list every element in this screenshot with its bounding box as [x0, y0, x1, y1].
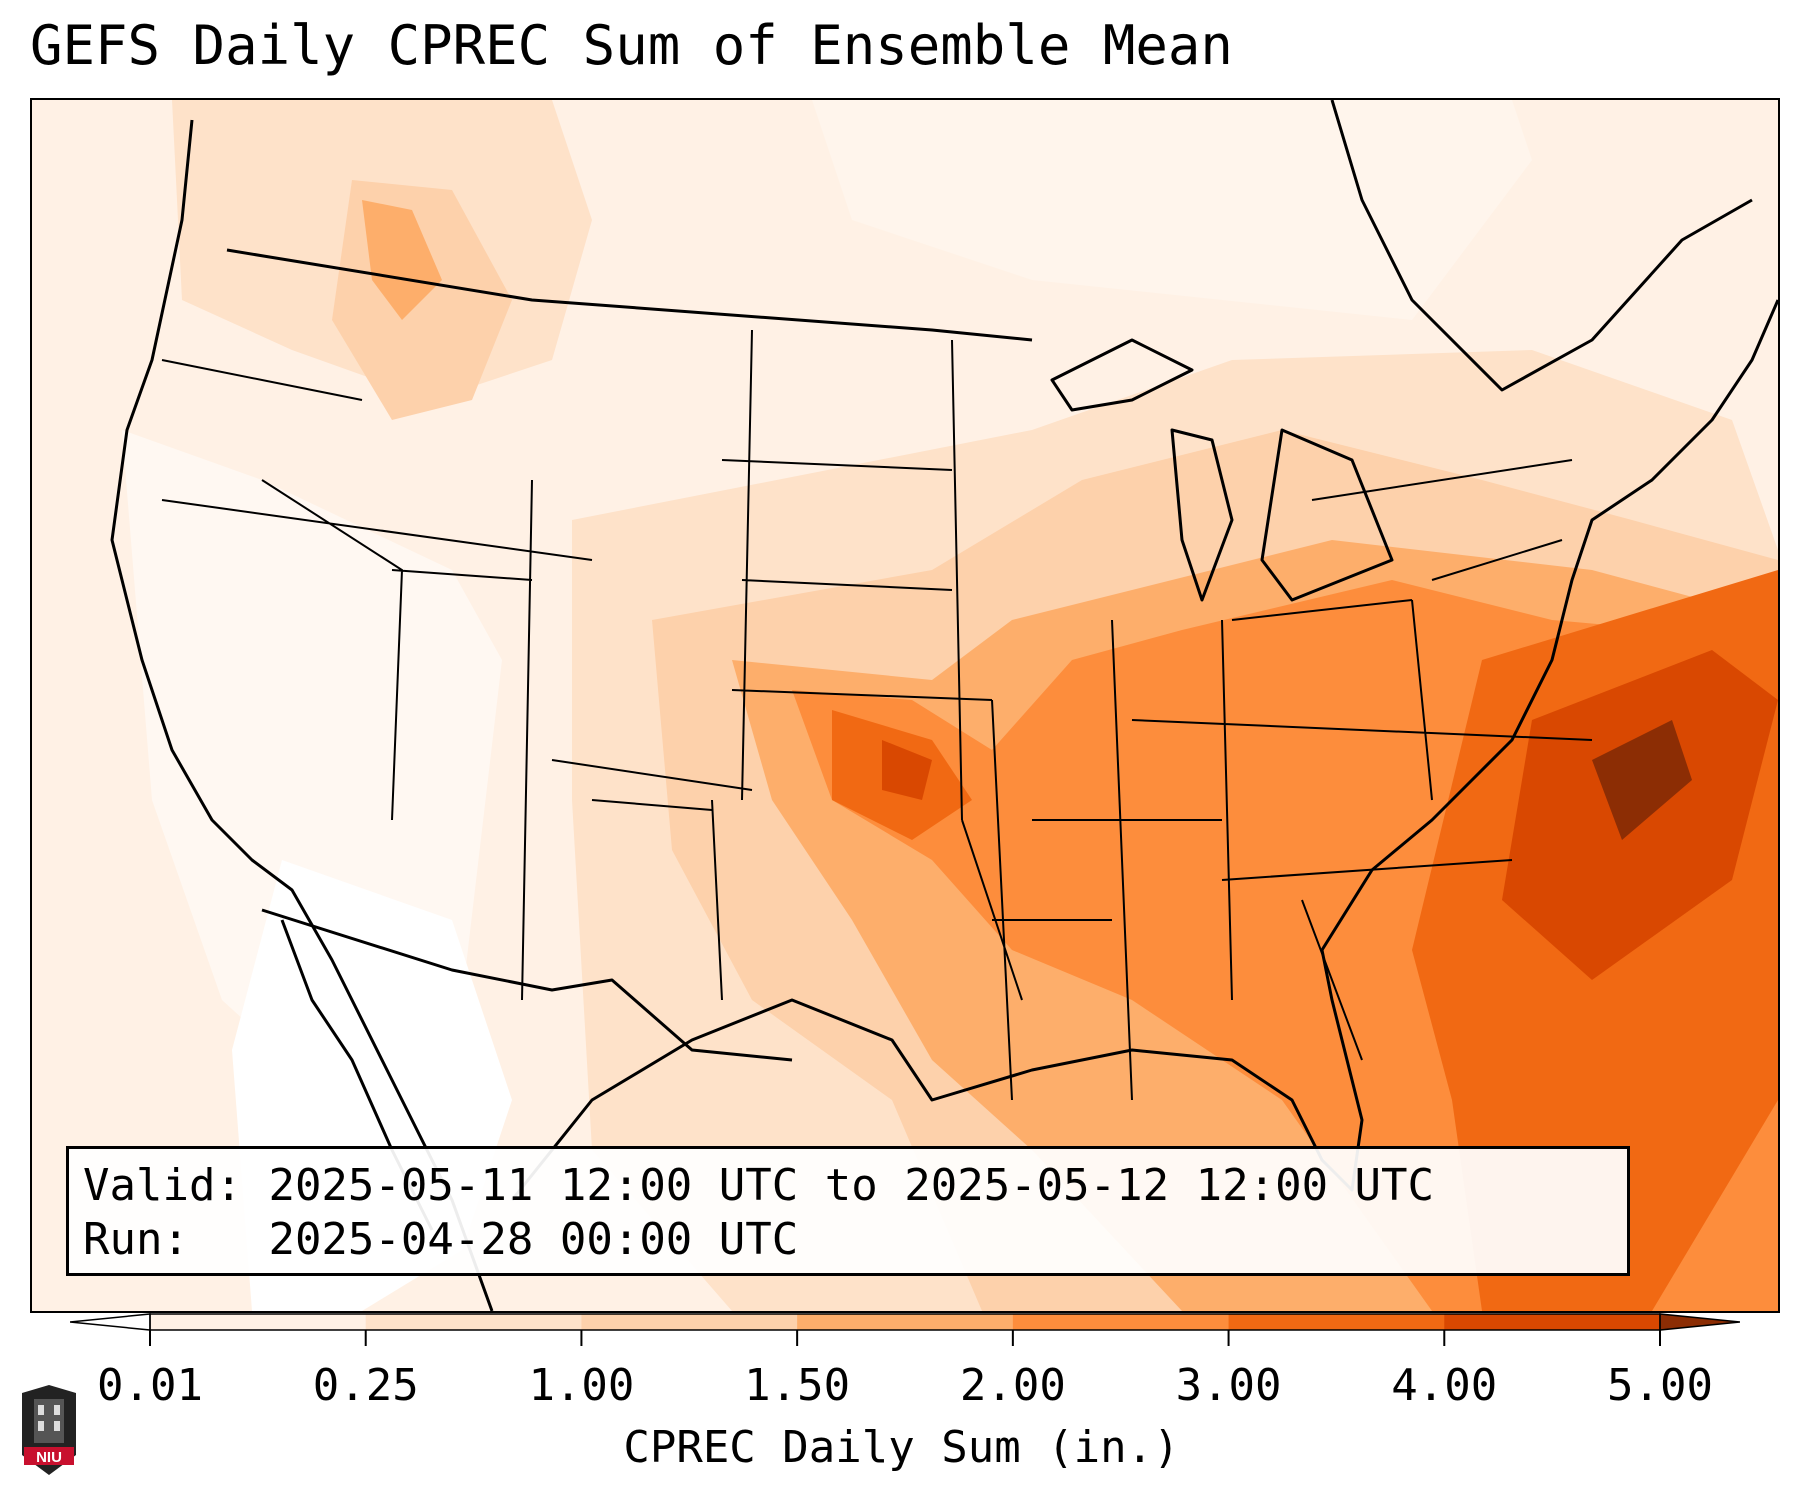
niu-banner [24, 1447, 74, 1465]
colorbar-label: CPREC Daily Sum (in.) [623, 1422, 1180, 1473]
colorbar-segment [150, 1314, 367, 1330]
colorbar-segment [1228, 1314, 1445, 1330]
run-label: Run: [83, 1214, 189, 1265]
niu-logo: NIU [22, 1385, 76, 1475]
colorbar-tick-label: 1.50 [744, 1360, 851, 1411]
colorbar-tick-label: 0.25 [312, 1360, 419, 1411]
valid-label: Valid: [83, 1160, 242, 1211]
hudson-shore [1330, 100, 1753, 392]
colorbar-segment [581, 1314, 798, 1330]
border-us-canada [226, 248, 1033, 342]
map-panel[interactable] [30, 98, 1780, 1313]
colorbar-outline [149, 1313, 1661, 1331]
colorbar-segment [797, 1314, 1014, 1330]
colorbar-tick-label: 3.00 [1175, 1360, 1282, 1411]
valid-row: Valid: 2025-05-11 12:00 UTC to 2025-05-1… [83, 1159, 1613, 1213]
colorbar-tickmarks [149, 1330, 1661, 1346]
colorbar-tick-label: 0.01 [97, 1360, 203, 1411]
precip-region-heavy-nw [362, 200, 442, 320]
state-borders-east [951, 339, 1593, 1101]
colorbar-tick-label: 5.00 [1607, 1360, 1713, 1411]
precip-region-extreme-plains [882, 740, 932, 800]
page-title: GEFS Daily CPREC Sum of Ensemble Mean [30, 14, 1233, 77]
colorbar-segment [1444, 1314, 1661, 1330]
precip-region-dry-canada [812, 100, 1532, 320]
great-lakes-superior [1050, 338, 1194, 412]
state-borders-west [161, 329, 993, 1001]
valid-value: 2025-05-11 12:00 UTC to 2025-05-12 12:00… [268, 1160, 1435, 1211]
coastline-gulf [510, 299, 1778, 1201]
niu-logo-text: NIU [36, 1449, 62, 1466]
border-us-mexico [261, 908, 793, 1062]
colorbar-segments [150, 1314, 1661, 1330]
colorbar-tick-label: 4.00 [1391, 1360, 1498, 1411]
run-row: Run: 2025-04-28 00:00 UTC [83, 1213, 1613, 1267]
colorbar-tick-label: 2.00 [959, 1360, 1066, 1411]
colorbar-tick-label: 1.00 [528, 1360, 635, 1411]
coastline-west [110, 119, 494, 1311]
precipitation-map [32, 100, 1778, 1311]
great-lakes-huron-erie [1260, 428, 1394, 602]
colorbar-segment [1012, 1314, 1230, 1330]
run-value: 2025-04-28 00:00 UTC [268, 1214, 799, 1265]
colorbar-under-arrow [70, 1313, 151, 1331]
great-lakes-michigan [1170, 428, 1234, 602]
colorbar-segment [365, 1314, 582, 1330]
colorbar [70, 1313, 1740, 1346]
precip-region-peak [1592, 720, 1692, 840]
run-info-box: Valid: 2025-05-11 12:00 UTC to 2025-05-1… [66, 1146, 1630, 1276]
colorbar-over-arrow [1659, 1313, 1740, 1331]
